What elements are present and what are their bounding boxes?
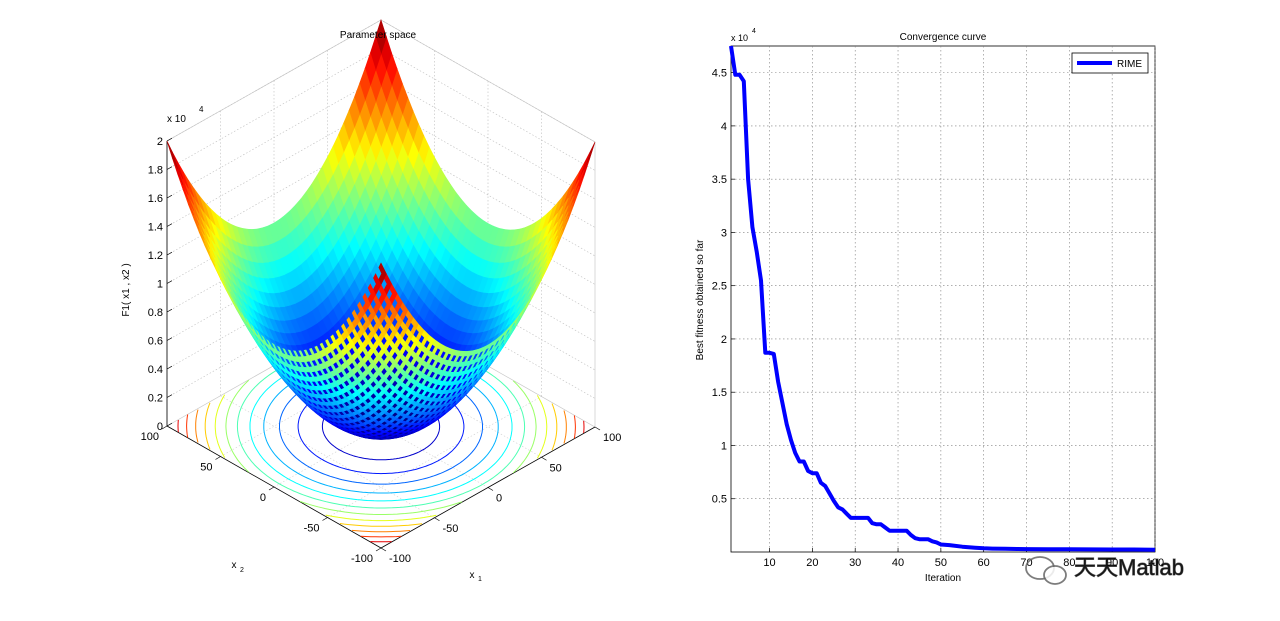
legend-label: RIME [1117,59,1142,70]
z-tick-mark [166,308,173,313]
x-tick-label: 60 [978,557,990,569]
z-tick-label: 2 [157,136,163,148]
x1-tick-mark [434,517,440,522]
y-tick-label: 4 [721,121,727,133]
z-tick-mark [166,280,173,284]
x2-axis-label: x [232,560,237,571]
x-tick-label: 40 [892,557,904,569]
z-tick-label: 0.6 [148,336,163,348]
z-tick-mark [166,337,173,341]
z-axis-label: F1( x1 , x2 ) [121,263,132,316]
x-tick-label: 10 [763,557,775,569]
x2-tick-mark [375,547,382,552]
z-tick-label: 0.2 [148,393,163,405]
x1-tick-label: 100 [603,432,621,444]
x1-tick-mark [487,487,494,491]
y-tick-label: 1 [721,440,727,452]
x2-tick-mark [215,456,221,460]
z-tick-mark [166,223,173,227]
z-ticks: 0 0.2 0.4 0.6 0.8 1 1.2 1.4 1.6 1.8 2 [148,136,173,433]
z-tick-label: 0 [157,421,163,433]
y-tick-label: 0.5 [712,494,727,506]
chat-bubble-icon-small [1043,565,1067,585]
x-axis-label: Iteration [925,573,961,584]
x-tick-label: 30 [849,557,861,569]
x-ticks: 10 20 30 40 50 60 70 80 90 100 [763,548,1164,569]
z-tick-mark [166,194,173,199]
y-tick-label: 3 [721,227,727,239]
z-tick-mark [166,365,173,370]
x1-axis-label: x [470,570,475,581]
z-tick-label: 1.6 [148,193,163,205]
x2-tick-mark [268,486,275,491]
x2-axis-label-sub: 2 [240,567,244,574]
y-tick-label: 3.5 [712,174,727,186]
convergence-title: Convergence curve [900,32,987,43]
y-tick-label: 2 [721,334,727,346]
z-tick-label: 0.4 [148,364,163,376]
x2-ticks: 100 50 0 -50 -100 [141,425,382,565]
watermark-text: 天天Matlab [1074,555,1184,580]
y-tick-label: 4.5 [712,68,727,80]
floor-axis-edges [166,425,596,549]
surface-plot: 00.20.40.60.811.21.41.61.82x 104100500-5… [121,19,621,583]
x-tick-label: 20 [806,557,818,569]
z-tick-label: 1 [157,279,163,291]
x-tick-label: 50 [935,557,947,569]
z-exponent: x 10 [167,114,186,125]
plot-area [730,45,1156,553]
x-tick-label: 100 [1146,557,1164,569]
z-tick-mark [166,166,173,170]
z-tick-mark [166,394,173,398]
x2-tick-label: -100 [351,553,373,565]
x2-tick-mark [322,517,328,521]
y-exponent: x 10 [731,33,748,43]
x2-tick-label: 0 [260,492,266,504]
y-axis-label: Best fitness obtained so far [695,239,706,360]
surface-title: Parameter space [340,30,417,41]
z-tick-mark [166,251,173,256]
x1-tick-label: 0 [496,493,502,505]
x2-tick-mark [161,425,168,430]
x-tick-label: 90 [1106,557,1118,569]
x1-tick-mark [594,426,601,431]
x2-tick-label: 100 [141,431,159,443]
x2-tick-label: -50 [304,523,320,535]
x-tick-label: 80 [1063,557,1075,569]
y-tick-label: 2.5 [712,281,727,293]
x1-tick-mark [380,547,387,552]
x2-tick-label: 50 [200,462,212,474]
x1-tick-label: -50 [443,523,459,535]
x1-tick-label: -100 [389,553,411,565]
z-tick-label: 1.8 [148,165,163,177]
surface-patch [166,140,178,169]
legend: RIME [1071,52,1149,74]
z-tick-mark [166,422,173,427]
z-tick-label: 0.8 [148,307,163,319]
y-tick-label: 1.5 [712,387,727,399]
z-tick-mark [166,137,173,142]
watermark: 天天Matlab [1025,555,1184,585]
x1-ticks: -100 -50 0 50 100 [380,426,621,565]
x1-tick-mark [541,456,547,461]
z-tick-label: 1.2 [148,250,163,262]
x1-tick-label: 50 [550,462,562,474]
floor-gridline [220,395,435,519]
z-exponent-power: 4 [199,105,204,114]
x1-axis-label-sub: 1 [478,576,482,583]
surface-mesh [166,19,596,440]
z-tick-label: 1.4 [148,222,163,234]
floor-gridline [327,396,542,518]
convergence-plot: 10 20 30 40 50 60 70 80 90 1000.511.522.533.544.5… [695,28,1164,584]
y-exponent-power: 4 [752,28,756,35]
series-line-rime [729,45,1156,552]
